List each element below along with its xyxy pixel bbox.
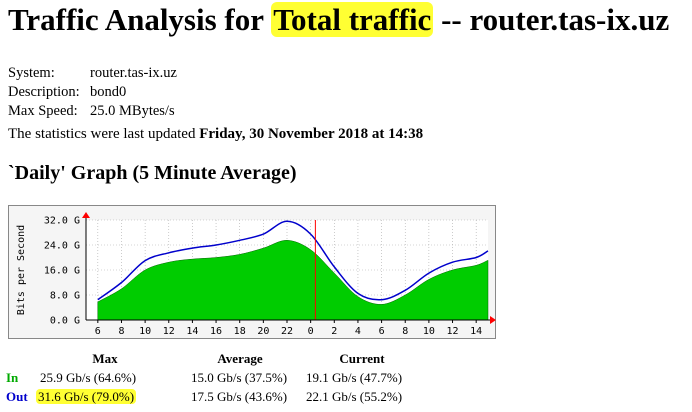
info-key: System: (8, 65, 55, 81)
x-tick-label: 16 (210, 326, 222, 337)
info-value: bond0 (90, 84, 127, 100)
info-row-description: Description: bond0 (5, 83, 180, 102)
y-tick-label: 32.0 G (44, 216, 80, 227)
x-tick-label: 12 (163, 326, 175, 337)
info-value: 25.0 MBytes/s (90, 103, 175, 119)
stats-header-current: Current (339, 350, 385, 366)
stats-out-average: 17.5 Gb/s (43.6%) (191, 388, 288, 404)
stats-label-out: Out (6, 388, 28, 404)
info-table: System: router.tas-ix.uz Description: bo… (5, 64, 180, 121)
info-row-max-speed: Max Speed: 25.0 MBytes/s (5, 102, 180, 121)
stats-in-current: 19.1 Gb/s (47.7%) (306, 369, 403, 385)
stats-row-in: In 25.9 Gb/s (64.6%) 15.0 Gb/s (37.5%) 1… (6, 368, 423, 387)
out-series-line (97, 220, 489, 301)
graph-title: `Daily' Graph (5 Minute Average) (8, 162, 297, 184)
daily-graph: Bits per Second 0.0 G 8.0 G 16.0 G 24.0 G 32… (8, 205, 496, 339)
x-axis-arrow (490, 316, 496, 324)
title-suffix: -- router.tas-ix.uz (433, 2, 670, 37)
y-tick-label: 0.0 G (50, 316, 80, 327)
y-ticks: 0.0 G 8.0 G 16.0 G 24.0 G 32.0 G (44, 216, 80, 327)
x-tick-label: 22 (281, 326, 293, 337)
x-ticks: 6 8 10 12 14 16 18 20 22 0 2 4 6 8 10 12 14 (95, 326, 482, 337)
x-tick-label: 6 (95, 326, 101, 337)
x-tick-label: 10 (423, 326, 435, 337)
info-value: router.tas-ix.uz (90, 65, 177, 81)
stats-in-max: 25.9 Gb/s (64.6%) (40, 369, 137, 385)
x-tick-label: 6 (379, 326, 385, 337)
y-tick-label: 16.0 G (44, 266, 80, 277)
title-highlight: Total traffic (271, 2, 434, 37)
stats-row-out: Out 31.6 Gb/s (79.0%) 17.5 Gb/s (43.6%) … (6, 387, 423, 406)
x-tick-label: 2 (331, 326, 337, 337)
info-key: Max Speed: (8, 103, 78, 119)
x-tick-label: 18 (234, 326, 246, 337)
stats-out-current: 22.1 Gb/s (55.2%) (306, 388, 403, 404)
stats-header-empty (6, 349, 31, 368)
y-tick-label: 24.0 G (44, 241, 80, 252)
info-row-system: System: router.tas-ix.uz (5, 64, 180, 83)
y-axis-label: Bits per Second (16, 225, 27, 315)
stats-header-max: Max (92, 350, 118, 366)
x-tick-label: 10 (139, 326, 151, 337)
info-key: Description: (8, 84, 80, 100)
last-updated-prefix: The statistics were last updated (8, 126, 200, 142)
stats-table: Max Average Current In 25.9 Gb/s (64.6%)… (6, 349, 423, 406)
x-tick-label: 12 (447, 326, 459, 337)
x-tick-label: 4 (355, 326, 361, 337)
stats-header-average: Average (217, 350, 263, 366)
x-tick-label: 20 (257, 326, 269, 337)
title-prefix: Traffic Analysis for (8, 2, 272, 37)
x-tick-label: 8 (118, 326, 124, 337)
stats-label-in: In (6, 369, 19, 385)
x-tick-label: 14 (470, 326, 482, 337)
in-series-area (97, 240, 489, 321)
last-updated-value: Friday, 30 November 2018 at 14:38 (199, 126, 424, 142)
stats-out-max: 31.6 Gb/s (79.0%) (36, 388, 137, 404)
stats-header-row: Max Average Current (6, 349, 423, 368)
page-title: Traffic Analysis for Total traffic -- ro… (8, 2, 669, 38)
stats-in-average: 15.0 Gb/s (37.5%) (191, 369, 288, 385)
x-tick-label: 8 (402, 326, 408, 337)
y-tick-label: 8.0 G (50, 291, 80, 302)
last-updated: The statistics were last updated Friday,… (8, 126, 423, 143)
x-tick-label: 14 (186, 326, 198, 337)
axes (82, 212, 496, 324)
y-axis-arrow (82, 212, 90, 218)
x-tick-label: 0 (308, 326, 314, 337)
